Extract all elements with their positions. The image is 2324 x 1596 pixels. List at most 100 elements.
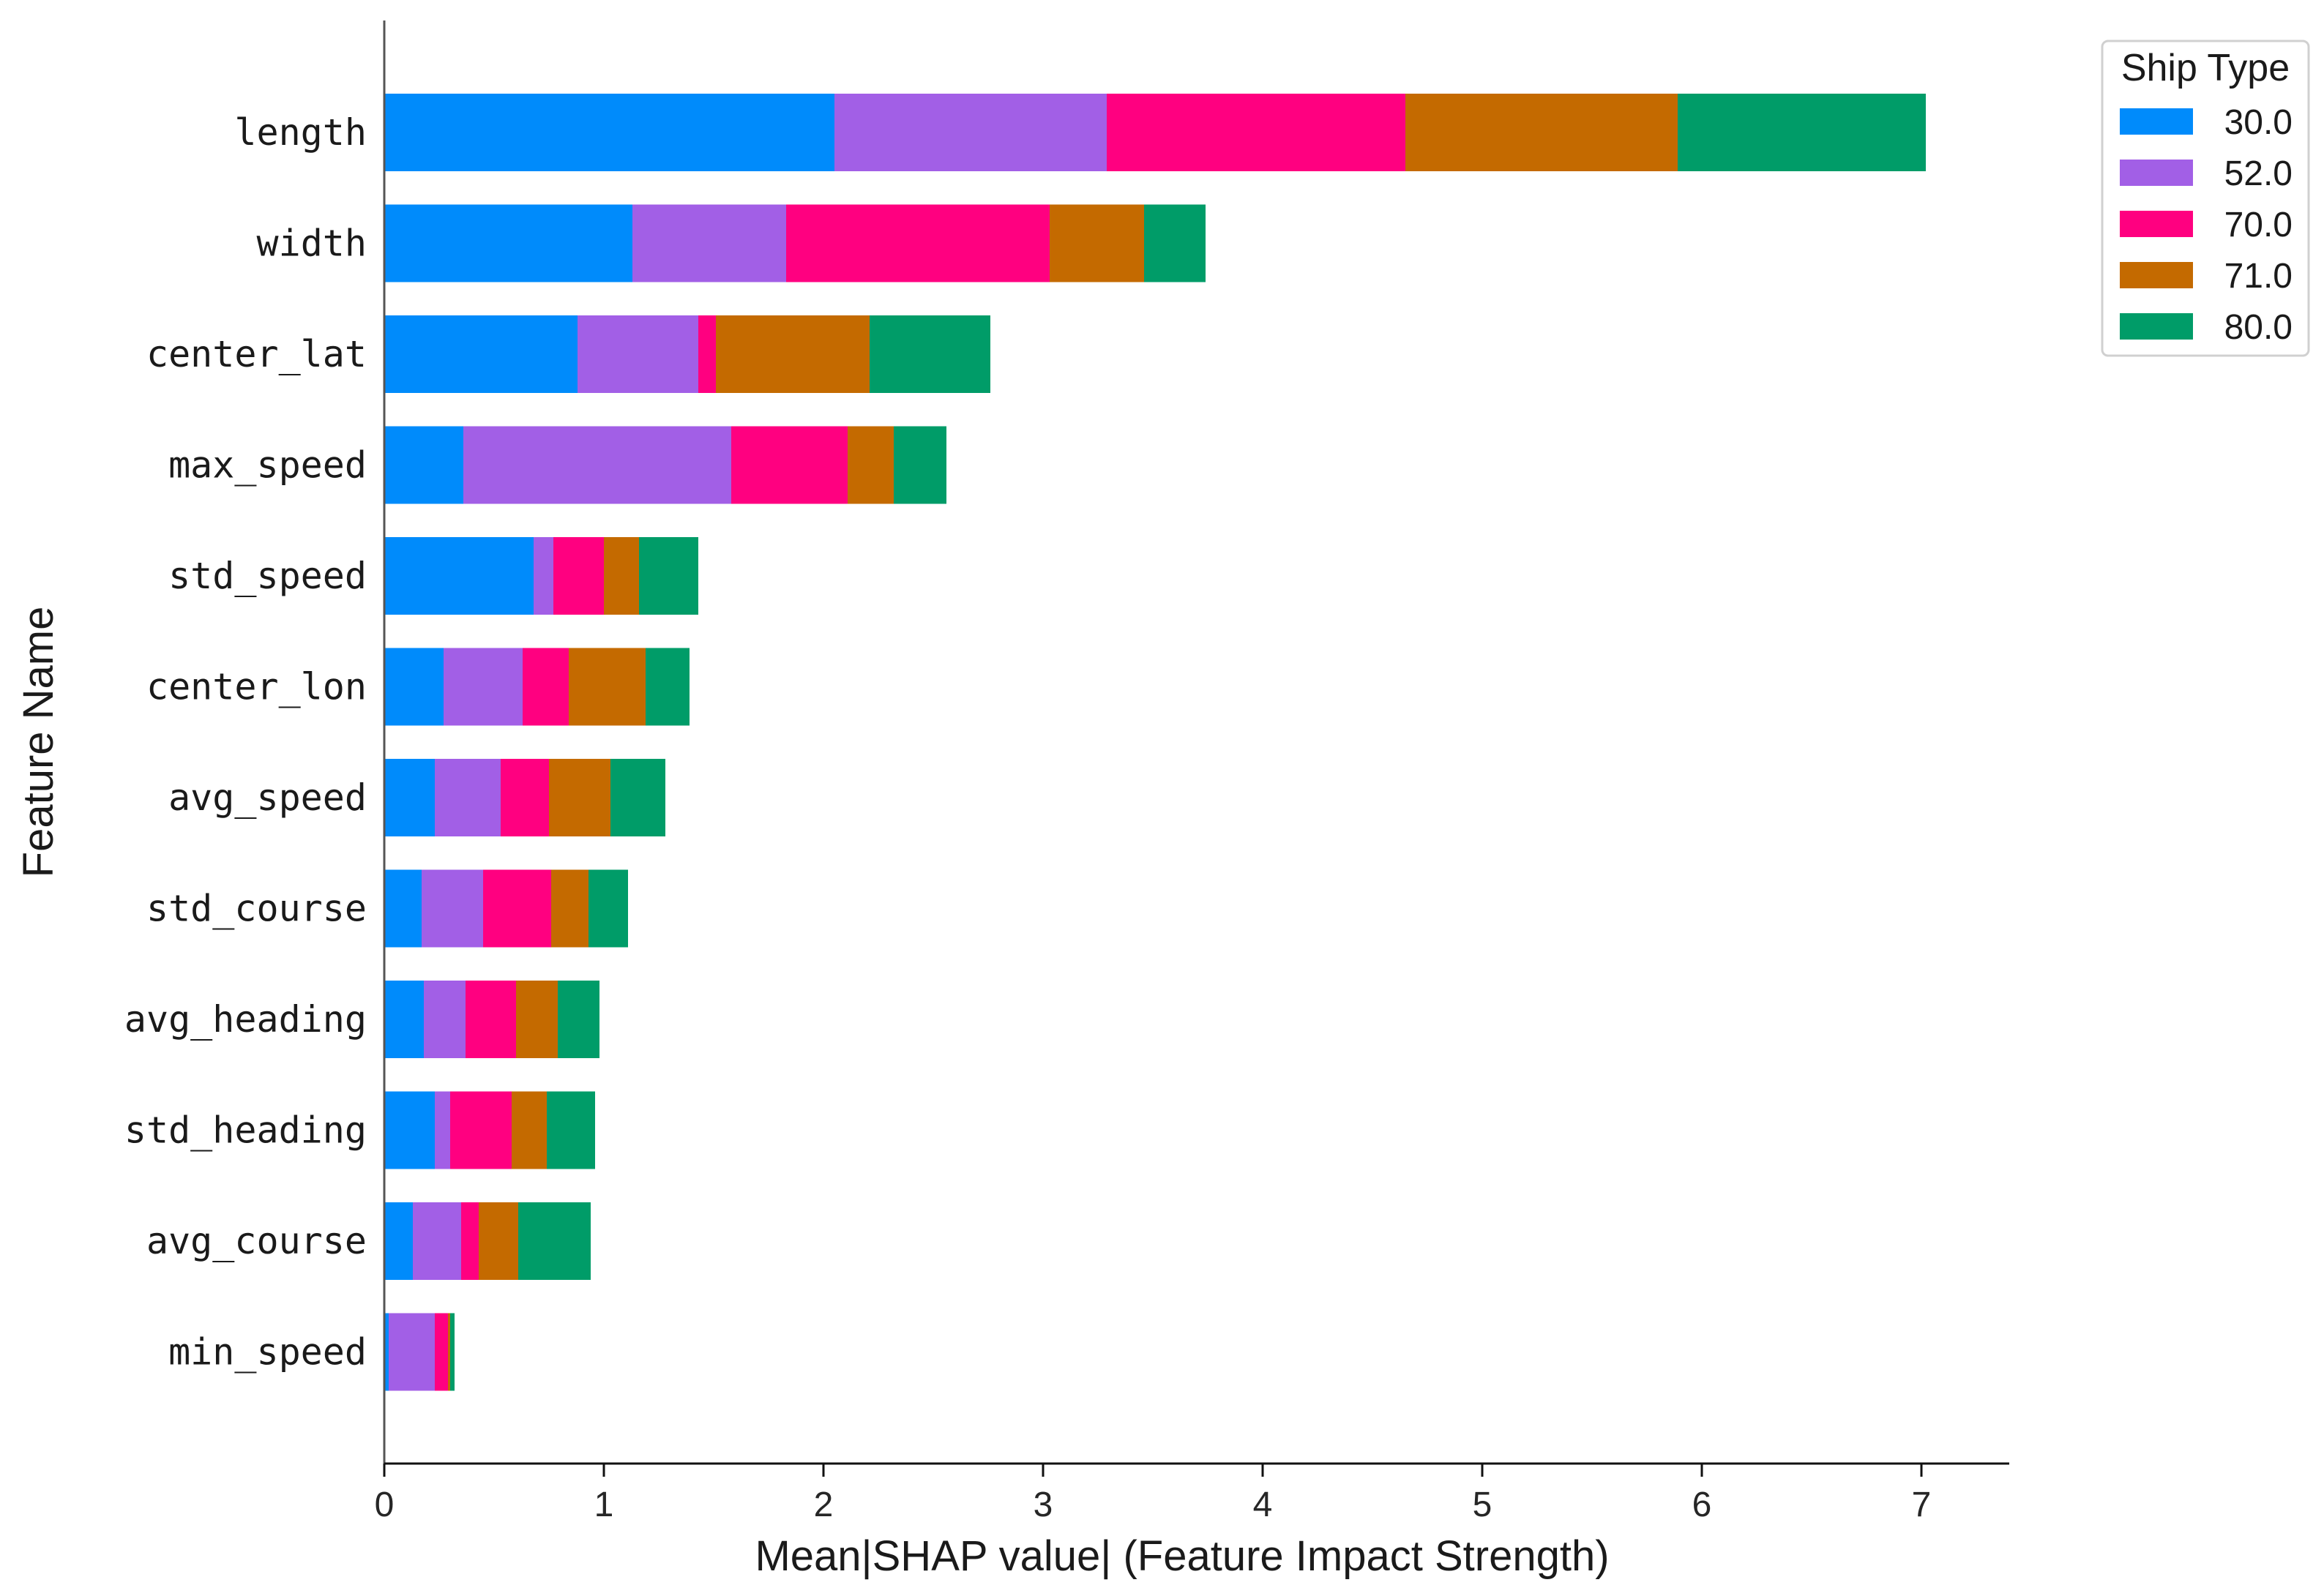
bar-segment-std_heading-52.0 xyxy=(435,1091,450,1169)
bar-segment-std_course-71.0 xyxy=(551,869,589,948)
bar-segment-std_speed-80.0 xyxy=(639,537,698,615)
bar-segment-width-30.0 xyxy=(384,204,632,282)
category-label-length: length xyxy=(234,111,367,154)
bar-segment-length-80.0 xyxy=(1678,94,1926,171)
bar-segment-min_speed-80.0 xyxy=(450,1313,455,1391)
bar-segment-width-70.0 xyxy=(786,204,1050,282)
bar-segment-max_speed-30.0 xyxy=(384,426,463,504)
bar-segment-std_heading-70.0 xyxy=(450,1091,512,1169)
bar-segment-avg_heading-80.0 xyxy=(558,981,599,1058)
legend-label-52.0: 52.0 xyxy=(2224,154,2293,193)
bar-segment-center_lon-52.0 xyxy=(444,648,523,726)
legend-label-30.0: 30.0 xyxy=(2224,103,2293,142)
bar-segment-center_lon-30.0 xyxy=(384,648,444,726)
bar-segment-center_lat-80.0 xyxy=(870,315,990,393)
bar-segment-avg_heading-70.0 xyxy=(466,981,516,1058)
bar-segment-length-71.0 xyxy=(1405,94,1678,171)
category-label-avg_heading: avg_heading xyxy=(124,998,367,1041)
bar-segment-std_speed-30.0 xyxy=(384,537,534,615)
bar-segment-center_lat-52.0 xyxy=(578,315,698,393)
bar-segment-avg_heading-52.0 xyxy=(424,981,466,1058)
bar-segment-center_lat-70.0 xyxy=(698,315,716,393)
category-label-std_course: std_course xyxy=(146,888,367,930)
x-tick-label-1: 1 xyxy=(594,1486,614,1524)
bar-segment-avg_speed-71.0 xyxy=(549,759,610,836)
x-tick-label-6: 6 xyxy=(1692,1486,1712,1524)
legend: Ship Type 30.0 52.0 70.0 71.0 80.0 xyxy=(2101,40,2310,357)
legend-label-71.0: 71.0 xyxy=(2224,257,2293,296)
bar-segment-avg_course-52.0 xyxy=(413,1202,461,1280)
bar-segment-min_speed-52.0 xyxy=(389,1313,435,1391)
category-label-center_lat: center_lat xyxy=(146,333,367,375)
legend-swatch-52.0 xyxy=(2120,160,2193,186)
category-label-max_speed: max_speed xyxy=(168,444,367,487)
x-axis-title: Mean|SHAP value| (Feature Impact Strengt… xyxy=(755,1532,1609,1580)
bar-segment-std_speed-71.0 xyxy=(604,537,639,615)
labels-layer: length width center_lat max_speed std_speedc… xyxy=(124,111,367,1374)
bar-segment-min_speed-70.0 xyxy=(435,1313,448,1391)
legend-title: Ship Type xyxy=(2121,47,2290,89)
bar-segment-avg_course-80.0 xyxy=(518,1202,591,1280)
legend-swatch-70.0 xyxy=(2120,211,2193,237)
bar-segment-center_lat-30.0 xyxy=(384,315,578,393)
bar-segment-length-70.0 xyxy=(1107,94,1405,171)
bar-segment-avg_speed-52.0 xyxy=(435,759,501,836)
category-label-std_speed: std_speed xyxy=(168,555,367,597)
bar-segment-avg_heading-71.0 xyxy=(516,981,558,1058)
legend-swatch-30.0 xyxy=(2120,108,2193,135)
x-tick-label-7: 7 xyxy=(1912,1486,1932,1524)
bar-segment-avg_course-70.0 xyxy=(461,1202,479,1280)
bar-segment-min_speed-30.0 xyxy=(384,1313,389,1391)
bar-segment-width-80.0 xyxy=(1144,204,1206,282)
bar-segment-avg_course-71.0 xyxy=(479,1202,518,1280)
category-label-center_lon: center_lon xyxy=(146,666,367,708)
bar-segment-std_heading-80.0 xyxy=(547,1091,595,1169)
bar-segment-center_lat-71.0 xyxy=(716,315,870,393)
bar-segment-std_course-80.0 xyxy=(589,869,628,948)
bar-segment-std_heading-30.0 xyxy=(384,1091,435,1169)
category-label-min_speed: min_speed xyxy=(168,1331,367,1374)
x-tick-label-3: 3 xyxy=(1034,1486,1053,1524)
legend-swatch-80.0 xyxy=(2120,313,2193,340)
x-tick-label-5: 5 xyxy=(1473,1486,1492,1524)
bar-segment-width-52.0 xyxy=(632,204,786,282)
bar-segment-max_speed-80.0 xyxy=(894,426,946,504)
category-label-avg_course: avg_course xyxy=(146,1220,367,1262)
bar-segment-center_lon-70.0 xyxy=(523,648,569,726)
x-tick-label-4: 4 xyxy=(1253,1486,1273,1524)
bar-segment-max_speed-52.0 xyxy=(463,426,731,504)
legend-label-70.0: 70.0 xyxy=(2224,206,2293,244)
bar-segment-std_heading-71.0 xyxy=(512,1091,547,1169)
bar-segment-avg_course-30.0 xyxy=(384,1202,413,1280)
axes-layer: 0 1 2 3 4 5 6 7 xyxy=(375,20,2009,1524)
bar-segment-std_course-52.0 xyxy=(422,869,483,948)
x-tick-label-0: 0 xyxy=(375,1486,395,1524)
category-label-avg_speed: avg_speed xyxy=(168,776,367,819)
category-label-std_heading: std_heading xyxy=(124,1109,367,1152)
bar-segment-width-71.0 xyxy=(1050,204,1144,282)
bars-layer xyxy=(384,94,1926,1391)
bar-segment-center_lon-80.0 xyxy=(646,648,690,726)
bar-segment-length-30.0 xyxy=(384,94,834,171)
bar-segment-std_speed-52.0 xyxy=(534,537,553,615)
legend-swatch-71.0 xyxy=(2120,262,2193,288)
legend-label-80.0: 80.0 xyxy=(2224,308,2293,347)
x-tick-label-2: 2 xyxy=(814,1486,834,1524)
bar-segment-length-52.0 xyxy=(834,94,1107,171)
bar-segment-avg_heading-30.0 xyxy=(384,981,424,1058)
bar-segment-std_speed-70.0 xyxy=(553,537,604,615)
category-label-width: width xyxy=(256,222,367,265)
bar-segment-std_course-30.0 xyxy=(384,869,422,948)
y-axis-title: Feature Name xyxy=(15,607,62,878)
bar-segment-avg_speed-30.0 xyxy=(384,759,435,836)
bar-segment-center_lon-71.0 xyxy=(569,648,646,726)
bar-segment-avg_speed-80.0 xyxy=(610,759,665,836)
legend-items: 30.0 52.0 70.0 71.0 80.0 xyxy=(2120,103,2293,347)
bar-segment-max_speed-71.0 xyxy=(848,426,894,504)
bar-segment-std_course-70.0 xyxy=(483,869,551,948)
bar-segment-avg_speed-70.0 xyxy=(501,759,549,836)
bar-segment-min_speed-71.0 xyxy=(448,1313,450,1391)
bar-segment-max_speed-70.0 xyxy=(731,426,848,504)
